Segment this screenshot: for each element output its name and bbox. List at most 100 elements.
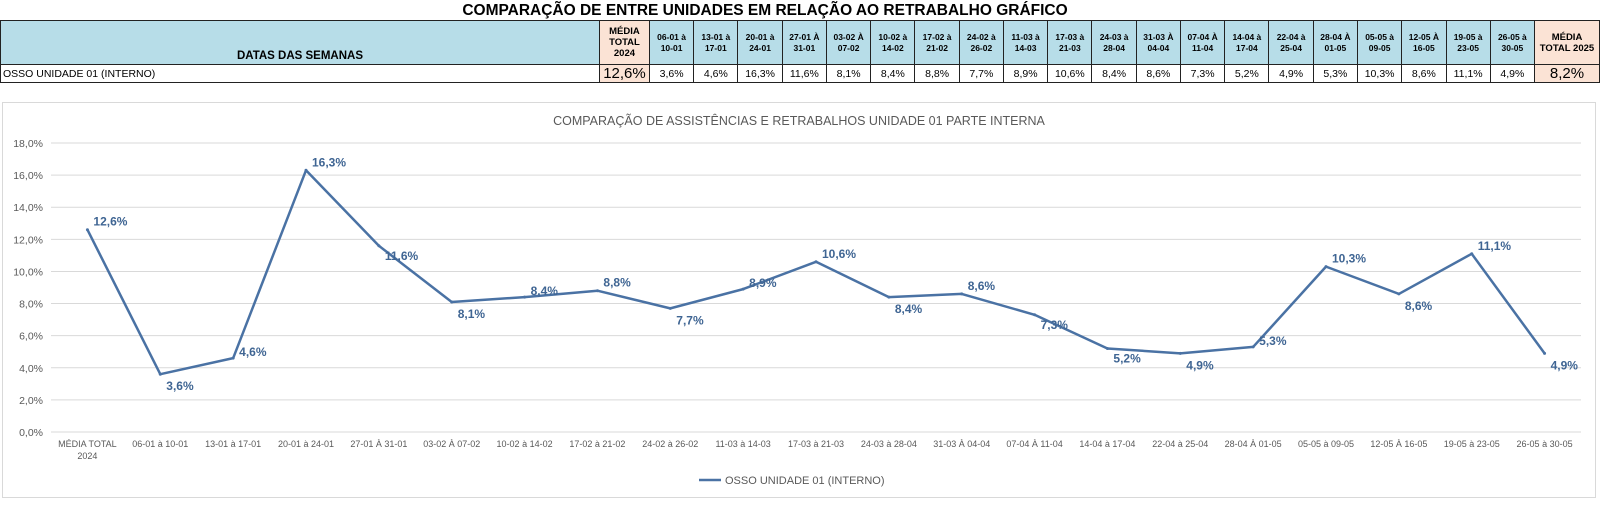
week-line: 14-03 <box>1014 42 1037 53</box>
x-tick-label: 12-05 À 16-05 <box>1370 439 1427 449</box>
table-cell: 16,3% <box>737 64 783 83</box>
week-line: 10-02 à <box>878 31 908 42</box>
x-tick-label: 24-03 à 28-04 <box>861 439 917 449</box>
data-point <box>814 260 818 264</box>
header-week: 10-02 à 14-02 <box>870 20 916 65</box>
row-avg-2025: 8,2% <box>1534 64 1600 83</box>
week-line: 06-01 à <box>657 31 686 42</box>
header-week: 14-04 à 17-04 <box>1224 20 1270 65</box>
week-line: 30-05 <box>1501 42 1524 53</box>
y-tick-label: 6,0% <box>19 331 43 343</box>
header-week: 05-05 à 09-05 <box>1356 20 1403 65</box>
avg-2024-line: 2024 <box>613 48 636 59</box>
x-tick-label: 14-04 à 17-04 <box>1079 439 1135 449</box>
data-label: 3,6% <box>166 379 194 393</box>
week-line: 28-04 À <box>1320 31 1351 42</box>
table-cell: 8,1% <box>825 64 872 83</box>
header-week: 11-03 à 14-03 <box>1002 20 1049 65</box>
data-point <box>741 287 745 291</box>
x-tick-label: 27-01 À 31-01 <box>350 439 407 449</box>
header-week: 06-01 à 10-01 <box>648 20 695 65</box>
week-line: 21-03 <box>1058 42 1081 53</box>
week-line: 11-03 à <box>1011 31 1040 42</box>
y-tick-label: 8,0% <box>19 299 43 311</box>
chart-title: COMPARAÇÃO DE ASSISTÊNCIAS E RETRABALHOS… <box>553 113 1045 128</box>
week-line: 24-02 à <box>966 31 996 42</box>
week-line: 09-05 <box>1368 42 1391 53</box>
data-label: 4,9% <box>1551 358 1579 372</box>
table-cell: 8,6% <box>1401 64 1447 83</box>
table-cell: 10,6% <box>1047 64 1093 83</box>
data-point <box>523 295 527 299</box>
header-avg-2025: MÉDIA TOTAL 2025 <box>1534 20 1600 65</box>
x-tick-label: 28-04 À 01-05 <box>1225 439 1282 449</box>
week-line: 14-02 <box>881 42 904 53</box>
header-week: 28-04 À 01-05 <box>1312 20 1358 65</box>
x-tick-label: 11-03 à 14-03 <box>715 439 770 449</box>
week-line: 11-04 <box>1191 42 1214 53</box>
week-line: 31-03 À <box>1143 31 1174 42</box>
data-label: 11,6% <box>385 249 419 263</box>
data-label: 7,3% <box>1041 318 1069 332</box>
table-cell: 8,8% <box>914 64 960 83</box>
y-tick-label: 12,0% <box>13 234 43 246</box>
data-point <box>1033 313 1037 317</box>
data-label: 8,4% <box>531 284 559 298</box>
header-week: 19-05 à 23-05 <box>1445 20 1491 65</box>
week-line: 24-03 à <box>1099 31 1129 42</box>
week-line: 27-01 À <box>789 31 820 42</box>
table-cell: 10,3% <box>1356 64 1403 83</box>
header-week: 20-01 à 24-01 <box>737 20 783 65</box>
table-cell: 8,6% <box>1135 64 1181 83</box>
data-point <box>1543 351 1547 355</box>
header-label: DATAS DAS SEMANAS <box>0 20 600 65</box>
avg-2025-line: MÉDIA <box>1551 31 1583 43</box>
week-line: 12-05 À <box>1408 31 1439 42</box>
week-line: 26-05 à <box>1497 31 1527 42</box>
x-tick-label: 13-01 à 17-01 <box>205 439 261 449</box>
data-point <box>1178 351 1182 355</box>
week-line: 26-02 <box>970 42 993 53</box>
table-cell: 4,9% <box>1268 64 1314 83</box>
y-tick-label: 4,0% <box>19 363 43 375</box>
week-line: 20-01 à <box>745 31 775 42</box>
header-week: 17-03 à 21-03 <box>1047 20 1093 65</box>
legend-label: OSSO UNIDADE 01 (INTERNO) <box>725 475 885 487</box>
data-point <box>304 168 308 172</box>
week-line: 24-01 <box>749 42 771 53</box>
data-label: 5,2% <box>1113 352 1141 366</box>
week-line: 10-01 <box>660 42 683 53</box>
week-line: 03-02 À <box>833 31 864 42</box>
week-line: 17-03 à <box>1055 31 1085 42</box>
table-cell: 5,2% <box>1224 64 1270 83</box>
row-label: OSSO UNIDADE 01 (INTERNO) <box>0 64 600 83</box>
header-week: 22-04 à 25-04 <box>1268 20 1314 65</box>
data-point <box>450 300 454 304</box>
data-point <box>1324 265 1328 269</box>
chart-area[interactable]: COMPARAÇÃO DE ASSISTÊNCIAS E RETRABALHOS… <box>2 102 1596 498</box>
table-row: OSSO UNIDADE 01 (INTERNO) 12,6% 3,6% 4,6% 16… <box>0 64 1600 83</box>
x-tick-label: 07-04 À 11-04 <box>1006 439 1062 449</box>
week-line: 21-02 <box>926 42 948 53</box>
y-tick-label: 14,0% <box>13 202 43 214</box>
x-tick-label: 26-05 à 30-05 <box>1517 439 1573 449</box>
x-tick-label: 17-02 à 21-02 <box>569 439 625 449</box>
summary-table: DATAS DAS SEMANAS MÉDIA TOTAL 2024 06-01 à 10… <box>0 20 1600 83</box>
data-label: 8,6% <box>968 279 996 293</box>
avg-2024-line: TOTAL <box>609 37 640 48</box>
x-tick-label: 22-04 à 25-04 <box>1152 439 1208 449</box>
header-week: 17-02 à 21-02 <box>914 20 960 65</box>
header-week: 12-05 À 16-05 <box>1401 20 1447 65</box>
data-label: 8,8% <box>603 276 631 290</box>
week-line: 05-05 à <box>1365 31 1395 42</box>
data-point <box>887 295 891 299</box>
y-tick-label: 2,0% <box>19 395 43 407</box>
data-point <box>1470 252 1474 256</box>
week-line: 22-04 à <box>1276 31 1306 42</box>
row-avg-2024: 12,6% <box>598 64 650 83</box>
data-point <box>595 289 599 293</box>
y-tick-label: 16,0% <box>13 170 43 182</box>
table-cell: 11,1% <box>1445 64 1491 83</box>
data-point <box>960 292 964 296</box>
week-line: 07-02 <box>837 42 860 53</box>
